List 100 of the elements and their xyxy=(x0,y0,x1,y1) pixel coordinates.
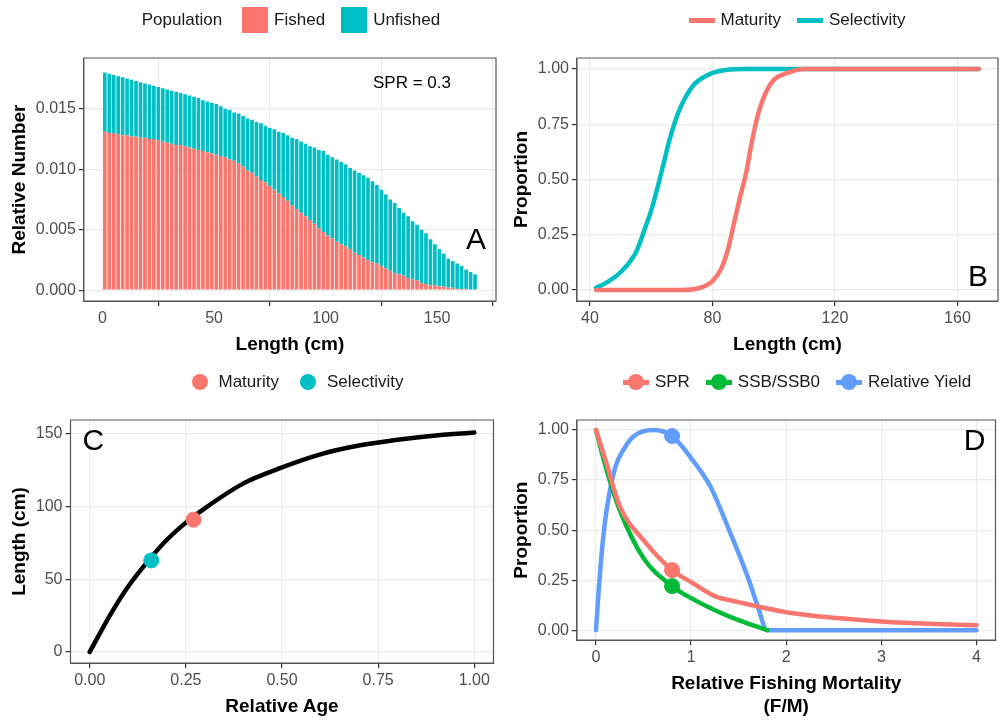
bar xyxy=(397,274,402,290)
y-tick-label: 0.010 xyxy=(35,159,76,177)
y-tick-label: 50 xyxy=(44,569,63,587)
x-tick-label: 100 xyxy=(312,309,340,327)
bar xyxy=(281,132,286,198)
x-tick-label: 4 xyxy=(972,648,982,666)
bar xyxy=(281,197,286,290)
legend-label: Unfished xyxy=(373,10,441,30)
annotation: A xyxy=(465,221,486,255)
bar xyxy=(464,269,468,289)
bar xyxy=(192,96,196,149)
y-tick-label: 0.00 xyxy=(537,280,570,298)
bar xyxy=(348,249,352,290)
bar xyxy=(388,270,393,290)
bar xyxy=(285,200,290,290)
x-tick-label: 3 xyxy=(876,648,886,666)
x-tick-label: 0.75 xyxy=(362,671,394,689)
bar xyxy=(143,137,147,290)
bar xyxy=(160,141,165,290)
bar xyxy=(330,238,335,290)
bar xyxy=(446,258,451,288)
bar xyxy=(102,72,107,132)
bar xyxy=(424,233,428,285)
bar xyxy=(201,100,205,152)
bar xyxy=(317,228,321,290)
bar xyxy=(285,135,290,201)
bar xyxy=(383,194,388,269)
y-tick-label: 1.00 xyxy=(537,59,570,77)
bar xyxy=(214,154,219,290)
bar xyxy=(455,263,460,289)
bar xyxy=(437,286,442,290)
bar xyxy=(259,123,263,181)
bar xyxy=(165,142,170,290)
bar xyxy=(366,259,370,290)
y-tick-label: 0.000 xyxy=(35,280,76,298)
bar xyxy=(152,85,156,139)
legend-label: Maturity xyxy=(218,372,279,392)
bar xyxy=(218,106,223,156)
bar xyxy=(290,137,294,206)
bar xyxy=(415,280,419,290)
bar xyxy=(317,149,321,229)
bar xyxy=(326,154,330,236)
bar xyxy=(183,94,187,147)
bar xyxy=(259,180,263,290)
bar xyxy=(210,153,214,290)
x-axis-title: Length (cm) xyxy=(235,332,345,354)
legend-label: Selectivity xyxy=(828,10,906,30)
bar xyxy=(308,220,312,290)
y-tick-label: 0.75 xyxy=(537,470,570,488)
bar xyxy=(210,102,214,154)
bar xyxy=(308,146,312,220)
x-tick-label: 0 xyxy=(591,648,601,666)
y-tick-label: 0.00 xyxy=(537,620,570,638)
x-tick-label: 1 xyxy=(686,648,696,666)
x-tick-label: 80 xyxy=(703,309,722,327)
bar xyxy=(343,246,348,290)
x-tick-label: 160 xyxy=(944,309,971,327)
bar xyxy=(183,146,187,290)
bar xyxy=(334,159,339,242)
bar xyxy=(232,160,236,290)
annotation: D xyxy=(963,423,986,457)
bar xyxy=(375,263,379,290)
legend-label: SSB/SSB0 xyxy=(737,372,821,392)
bar xyxy=(450,261,455,288)
bar xyxy=(357,172,361,256)
bar xyxy=(441,253,446,287)
bar xyxy=(388,199,393,271)
bar xyxy=(326,235,330,290)
bar xyxy=(415,224,419,281)
legend-label: Relative Yield xyxy=(868,372,972,392)
annotation: C xyxy=(82,423,105,457)
legend-label: Fished xyxy=(274,10,326,30)
bar xyxy=(107,73,112,133)
bar xyxy=(107,132,112,290)
bar xyxy=(192,148,196,290)
bar xyxy=(276,131,281,194)
x-tick-label: 1.00 xyxy=(458,671,490,689)
bar xyxy=(152,139,156,290)
bar xyxy=(111,132,116,290)
y-axis-title: Relative Number xyxy=(7,103,29,255)
bar xyxy=(392,273,397,290)
y-tick-label: 1.00 xyxy=(537,420,570,438)
y-axis-title: Length (cm) xyxy=(7,487,29,596)
annotation: SPR = 0.3 xyxy=(373,72,451,92)
bar xyxy=(392,203,397,274)
y-tick-label: 0.015 xyxy=(35,99,76,117)
x-tick-label: 40 xyxy=(581,309,599,327)
bar xyxy=(330,157,335,239)
bar xyxy=(174,145,178,290)
bar xyxy=(201,151,205,290)
x-tick-label: 0.25 xyxy=(170,671,202,689)
bar xyxy=(102,131,107,290)
bar xyxy=(134,136,138,290)
annotation: B xyxy=(967,259,988,293)
x-axis-title: Relative Age xyxy=(225,694,339,716)
y-tick-label: 0.75 xyxy=(537,114,570,132)
legend-label: Selectivity xyxy=(326,372,404,392)
bar xyxy=(375,184,379,264)
bar xyxy=(276,193,281,290)
bar xyxy=(250,172,254,290)
